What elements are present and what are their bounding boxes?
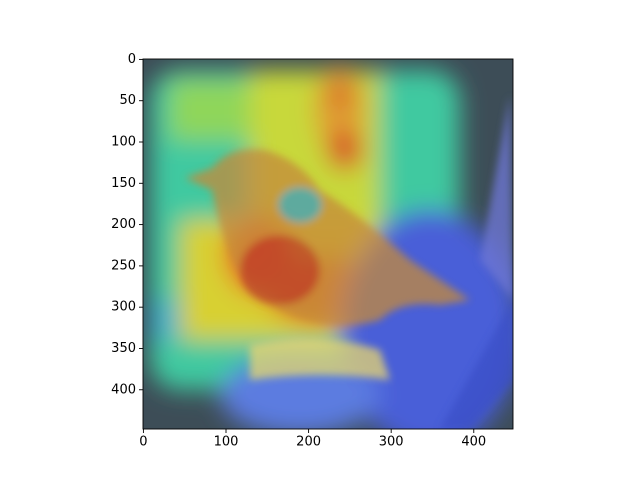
x-tick-label: 100	[214, 435, 239, 450]
y-tick-label: 250	[111, 258, 136, 273]
image	[143, 59, 513, 429]
y-tick-label: 400	[111, 382, 136, 397]
bird	[185, 95, 513, 429]
y-tick-label: 0	[128, 52, 136, 67]
y-tick-label: 300	[111, 300, 136, 315]
x-tick-label: 400	[461, 435, 486, 450]
axes-frame	[142, 58, 514, 430]
x-tick-label: 300	[379, 435, 404, 450]
y-tick-label: 100	[111, 135, 136, 150]
y-tick-label: 150	[111, 176, 136, 191]
y-tick-label: 350	[111, 341, 136, 356]
y-tick-label: 50	[119, 93, 136, 108]
y-tick-label: 200	[111, 217, 136, 232]
x-tick-label: 0	[139, 435, 147, 450]
x-tick-label: 200	[296, 435, 321, 450]
